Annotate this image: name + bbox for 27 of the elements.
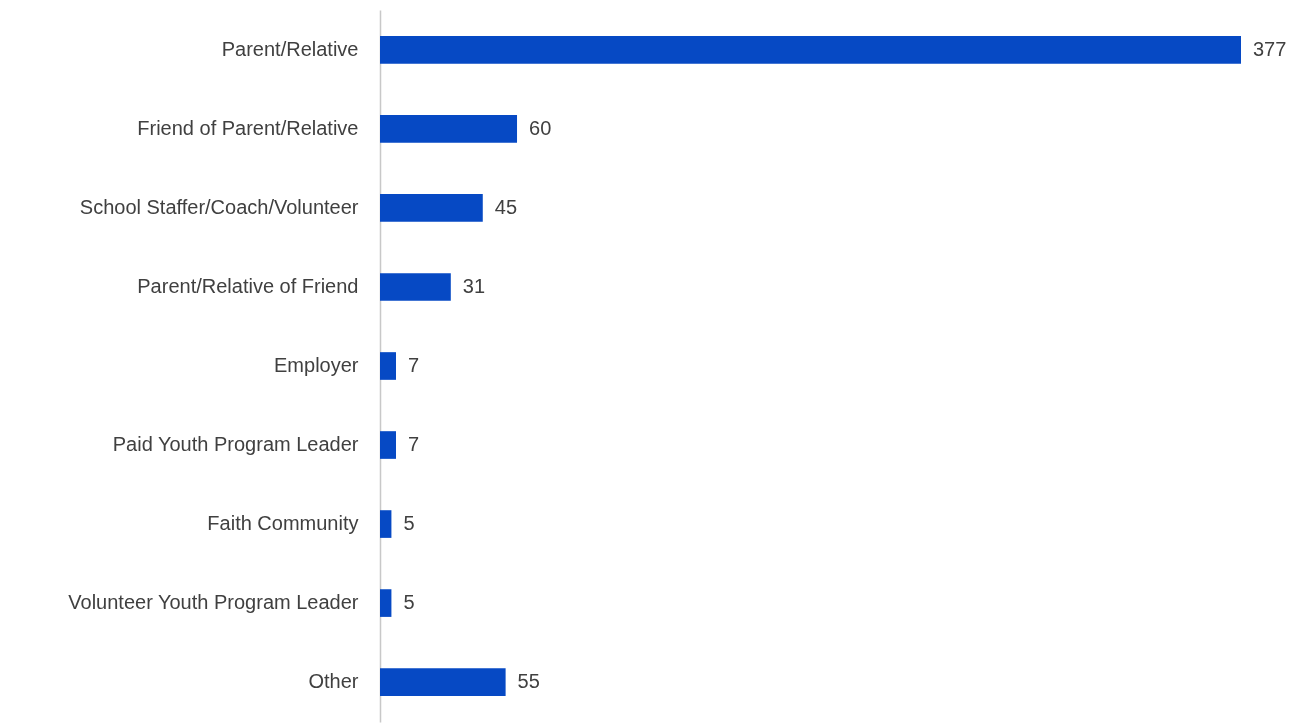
bar <box>380 194 483 222</box>
y-tick-label: Parent/Relative <box>221 37 359 60</box>
y-tick-label: School Staffer/Coach/Volunteer <box>79 195 359 218</box>
data-label: 31 <box>462 274 486 297</box>
data-label: 55 <box>517 670 540 693</box>
bar <box>380 115 518 143</box>
y-tick-label: Other <box>308 670 359 693</box>
bar <box>380 352 396 380</box>
data-label: 5 <box>403 591 415 614</box>
y-tick-label: Paid Youth Program Leader <box>112 433 359 456</box>
data-label: 60 <box>529 116 552 139</box>
data-label: 45 <box>494 195 518 218</box>
y-tick-label: Friend of Parent/Relative <box>137 116 359 139</box>
data-label: 377 <box>1253 37 1287 60</box>
bar <box>380 431 396 459</box>
bar <box>380 273 451 301</box>
data-label: 5 <box>403 512 415 535</box>
data-label: 7 <box>407 354 420 376</box>
y-tick-label: Volunteer Youth Program Leader <box>68 591 359 614</box>
y-tick-label: Faith Community <box>207 512 359 535</box>
bar <box>380 589 392 617</box>
data-label: 7 <box>407 433 420 456</box>
bar <box>380 668 506 696</box>
y-tick-label: Parent/Relative of Friend <box>137 274 359 297</box>
bar <box>380 510 392 538</box>
bar <box>380 36 1241 64</box>
y-tick-label: Employer <box>274 354 359 376</box>
